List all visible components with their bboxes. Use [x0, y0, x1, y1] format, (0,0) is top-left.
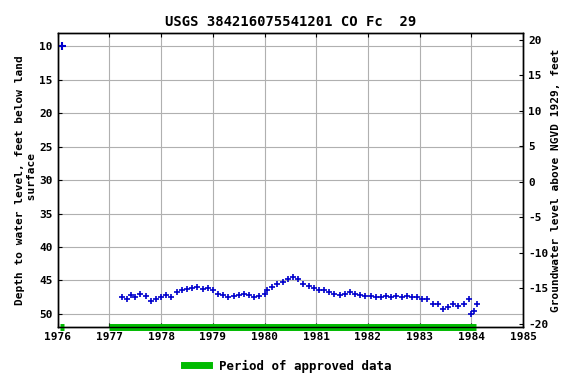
Title: USGS 384216075541201 CO Fc  29: USGS 384216075541201 CO Fc 29	[165, 15, 416, 29]
Legend: Period of approved data: Period of approved data	[179, 355, 397, 378]
Y-axis label: Depth to water level, feet below land
 surface: Depth to water level, feet below land su…	[15, 55, 37, 305]
Y-axis label: Groundwater level above NGVD 1929, feet: Groundwater level above NGVD 1929, feet	[551, 48, 561, 312]
